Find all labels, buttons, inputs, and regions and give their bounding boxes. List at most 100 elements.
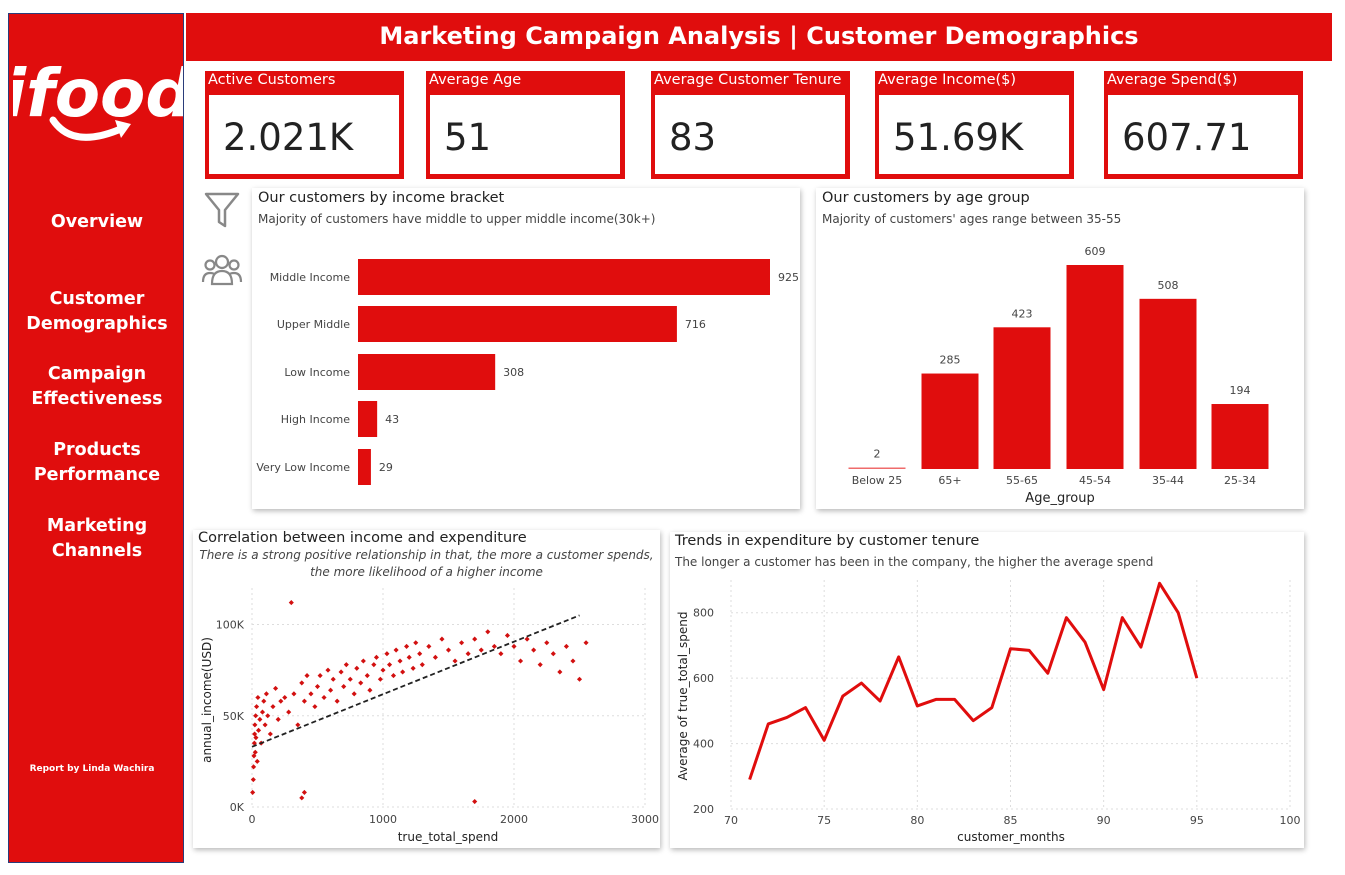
scatter-point	[312, 704, 318, 710]
kpi-value-box: 2.021K	[209, 95, 399, 174]
scatter-point	[364, 673, 370, 679]
tenure-trend-card[interactable]: Trends in expenditure by customer tenure…	[670, 532, 1304, 848]
nav-item-campaign-effectiveness[interactable]: Campaign Effectiveness	[9, 362, 185, 412]
scatter-point	[504, 632, 510, 638]
y-tick-label: 100K	[216, 619, 245, 632]
nav-item-label: Effectiveness	[31, 389, 163, 409]
age-group-card[interactable]: Our customers by age group Majority of c…	[816, 188, 1304, 509]
kpi-value-box: 51	[430, 95, 620, 174]
nav-item-label: Products	[53, 440, 141, 460]
age-bar	[1211, 404, 1269, 469]
trend-line	[251, 614, 580, 748]
x-tick-label: 85	[1004, 814, 1018, 827]
scatter-point	[251, 764, 257, 770]
scatter-point	[267, 731, 273, 737]
scatter-point	[570, 658, 576, 664]
y-axis-title: Average of true_total_spend	[676, 611, 690, 780]
scatter-point	[299, 680, 305, 686]
scatter-point	[426, 643, 432, 649]
scatter-point	[563, 643, 569, 649]
data-label: 2	[874, 448, 881, 461]
scatter-point	[256, 727, 262, 733]
y-tick-label: 0K	[230, 801, 245, 814]
nav-item-marketing-channels[interactable]: Marketing Channels	[9, 514, 185, 564]
age-bar	[1139, 298, 1197, 469]
category-label: 55-65	[1006, 474, 1038, 487]
data-label: 308	[503, 366, 524, 379]
scatter-point	[255, 694, 261, 701]
spend-trend-line	[748, 581, 1199, 781]
scatter-point	[410, 665, 416, 671]
scatter-point	[261, 698, 267, 704]
income-spend-chart[interactable]: 0K 50K 100K 0 1000 2000 3000 true_total_spend an…	[193, 530, 660, 848]
x-tick-label: 1000	[369, 813, 397, 826]
income-bar	[358, 401, 378, 437]
category-label: 35-44	[1152, 474, 1184, 487]
nav-item-products-performance[interactable]: Products Performance	[9, 438, 185, 488]
scatter-point	[263, 691, 269, 697]
kpi-card-average-income: Average Income($) 51.69K	[875, 71, 1074, 179]
age-bar	[993, 327, 1051, 469]
x-tick-label: 0	[249, 813, 256, 826]
logo-arrow-icon	[115, 120, 131, 138]
category-label: 45-54	[1079, 474, 1111, 487]
scatter-point	[265, 713, 271, 719]
scatter-point	[498, 651, 504, 657]
nav-item-overview[interactable]: Overview	[9, 210, 185, 235]
scatter-point	[338, 669, 344, 675]
nav-item-label: Campaign	[47, 364, 147, 384]
scatter-point	[419, 662, 425, 668]
income-spend-subtitle: There is a strong positive relationship …	[199, 548, 654, 579]
tenure-trend-title: Trends in expenditure by customer tenure	[675, 533, 980, 549]
category-label: 25-34	[1224, 474, 1256, 487]
age-group-subtitle: Majority of customers' ages range betwee…	[822, 212, 1122, 226]
income-bar	[358, 306, 677, 342]
data-label: 716	[685, 318, 706, 331]
age-group-chart[interactable]: 2 Below 25 285 65+ 423 55-65 609 45-54 508 35-44 1…	[816, 188, 1304, 509]
filter-icon[interactable]	[200, 188, 244, 232]
nav-item-label: Overview	[50, 212, 144, 232]
nav-item-label: Marketing	[46, 516, 148, 536]
kpi-value: 607.71	[1122, 116, 1252, 159]
income-spend-card[interactable]: Correlation between income and expenditu…	[193, 530, 660, 848]
category-label: 65+	[938, 474, 961, 487]
scatter-point	[351, 691, 357, 697]
sidebar: ifood Overview Customer Demographics Campai…	[8, 13, 184, 863]
scatter-point	[404, 643, 410, 649]
category-label: Middle Income	[270, 271, 351, 284]
scatter-point	[254, 758, 260, 764]
x-axis-title: customer_months	[957, 830, 1065, 844]
income-bracket-title: Our customers by income bracket	[258, 190, 505, 206]
scatter-point	[250, 789, 256, 795]
kpi-value: 83	[669, 116, 717, 159]
income-bar	[358, 354, 496, 390]
income-bracket-card[interactable]: Our customers by income bracket Majority…	[252, 188, 800, 509]
scatter-point	[432, 654, 438, 660]
y-axis-title: annual_income(USD)	[200, 637, 214, 763]
scatter-point	[286, 709, 292, 715]
scatter-point	[397, 658, 403, 664]
x-tick-label: 75	[817, 814, 831, 827]
report-credit: Report by Linda Wachira	[29, 764, 155, 774]
age-bar	[921, 373, 979, 469]
nav-item-customer-demographics[interactable]: Customer Demographics	[9, 287, 185, 337]
scatter-point	[384, 651, 390, 657]
scatter-point	[390, 673, 397, 679]
income-bracket-chart[interactable]: Middle Income 925 Upper Middle 716 Low Incom…	[252, 188, 800, 509]
data-label: 194	[1230, 384, 1251, 397]
data-label: 508	[1158, 279, 1179, 292]
scatter-point	[459, 640, 465, 646]
scatter-point	[413, 640, 419, 646]
scatter-point	[259, 709, 266, 715]
scatter-point	[511, 643, 517, 649]
kpi-label: Average Age	[429, 72, 522, 88]
scatter-point	[308, 691, 314, 697]
tenure-trend-chart[interactable]: 200 400 600 800 70 75 80 85 90 95 100 customer_mont…	[670, 532, 1304, 848]
data-label: 29	[379, 461, 393, 474]
category-label: High Income	[281, 413, 350, 426]
scatter-point	[367, 687, 373, 693]
scatter-point	[257, 716, 263, 722]
scatter-point	[288, 600, 294, 606]
people-icon[interactable]	[200, 248, 244, 292]
kpi-label: Average Spend($)	[1107, 72, 1238, 88]
